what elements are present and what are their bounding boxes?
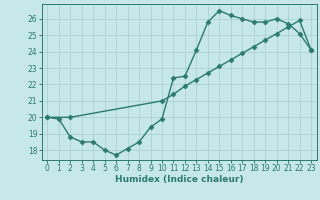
X-axis label: Humidex (Indice chaleur): Humidex (Indice chaleur) <box>115 175 244 184</box>
